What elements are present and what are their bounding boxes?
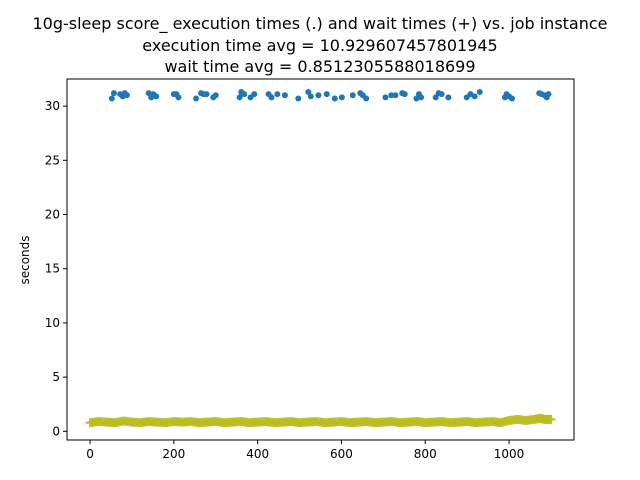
execution-time-point (363, 95, 370, 102)
execution-time-point (236, 94, 243, 101)
execution-time-point (281, 92, 288, 99)
execution-time-point (241, 91, 248, 98)
execution-time-point (413, 95, 420, 102)
execution-time-point (445, 94, 452, 101)
execution-time-point (305, 89, 312, 96)
axes: 0 200 400 600 800 1000 0 5 10 15 20 25 30 (45, 78, 575, 461)
execution-time-point (110, 90, 117, 97)
execution-time-point (388, 92, 395, 99)
chart-title-line-2: execution time avg = 10.929607457801945 (142, 36, 498, 55)
chart-title-line-3: wait time avg = 0.8512305588018699 (164, 57, 476, 76)
execution-time-point (145, 90, 152, 97)
y-tick-label: 25 (45, 153, 60, 167)
wait-time-point (544, 414, 554, 424)
x-tick-label: 600 (330, 447, 353, 461)
y-axis-label: seconds (18, 235, 32, 284)
execution-time-point (123, 92, 130, 99)
execution-time-point (418, 94, 425, 101)
execution-time-point (392, 92, 399, 99)
x-tick-label: 1000 (494, 447, 525, 461)
execution-time-point (382, 94, 389, 101)
execution-time-point (401, 91, 408, 98)
y-tick-label: 30 (45, 99, 60, 113)
chart-title-line-1: 10g-sleep score_ execution times (.) and… (32, 14, 608, 33)
execution-time-point (349, 92, 356, 99)
execution-time-point (508, 95, 515, 102)
execution-time-point (432, 94, 439, 101)
y-tick-label: 15 (45, 262, 60, 276)
execution-time-point (203, 91, 210, 98)
execution-time-point (268, 94, 275, 101)
execution-time-point (193, 95, 200, 102)
execution-time-point (338, 94, 345, 101)
execution-time-point (476, 89, 483, 96)
execution-time-point (153, 93, 160, 100)
wait-times-series (85, 413, 556, 428)
execution-time-point (274, 91, 281, 98)
execution-time-point (175, 94, 182, 101)
execution-times-series (108, 89, 552, 102)
execution-time-point (323, 91, 330, 98)
y-tick-label: 10 (45, 316, 60, 330)
y-tick-label: 20 (45, 208, 60, 222)
execution-time-point (438, 91, 445, 98)
execution-time-point (545, 91, 552, 98)
execution-time-point (108, 95, 115, 102)
execution-time-point (471, 93, 478, 100)
y-tick-label: 0 (52, 424, 60, 438)
x-tick-label: 800 (414, 447, 437, 461)
execution-time-point (331, 95, 338, 102)
execution-time-point (295, 95, 302, 102)
execution-time-point (212, 92, 219, 99)
execution-time-point (307, 93, 314, 100)
y-tick-label: 5 (52, 370, 60, 384)
x-tick-label: 0 (86, 447, 94, 461)
execution-time-point (315, 92, 322, 99)
execution-time-point (251, 91, 258, 98)
x-tick-label: 200 (162, 447, 185, 461)
x-tick-label: 400 (246, 447, 269, 461)
plot-frame (66, 78, 575, 441)
